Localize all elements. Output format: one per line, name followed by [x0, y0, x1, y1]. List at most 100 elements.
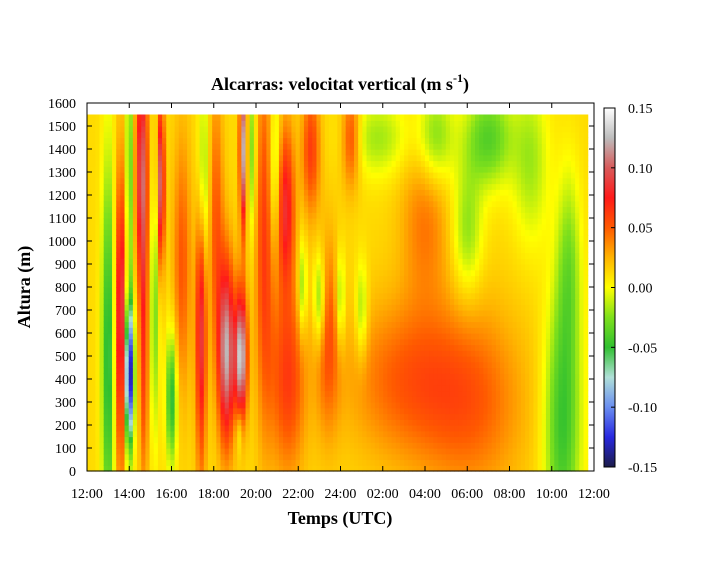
heatmap-cell [145, 114, 151, 121]
heatmap-cell [291, 166, 297, 173]
heatmap-cell [237, 252, 242, 259]
heatmap-cell [291, 269, 297, 277]
heatmap-cell [349, 223, 355, 231]
heatmap-cell [220, 189, 226, 196]
heatmap-cell [399, 172, 405, 179]
heatmap-cell [228, 465, 234, 472]
heatmap-cell [295, 183, 301, 190]
heatmap-cell [358, 287, 363, 294]
heatmap-cell [379, 430, 384, 438]
heatmap-cell [320, 321, 326, 328]
heatmap-cell [266, 390, 272, 397]
heatmap-cell [120, 275, 126, 282]
heatmap-cell [379, 218, 384, 225]
heatmap-cell [420, 367, 426, 374]
heatmap-cell [270, 384, 276, 392]
heatmap-cell [328, 384, 334, 392]
heatmap-cell [299, 373, 305, 380]
heatmap-cell [370, 338, 376, 346]
heatmap-cell [374, 384, 380, 392]
heatmap-cell [195, 367, 201, 374]
heatmap-cell [216, 333, 222, 340]
heatmap-cell [224, 258, 230, 265]
heatmap-cell [174, 459, 180, 466]
heatmap-cell [203, 430, 209, 438]
heatmap-cell [287, 200, 293, 208]
heatmap-cell [328, 292, 334, 300]
heatmap-cell [162, 425, 167, 432]
heatmap-cell [103, 344, 109, 351]
heatmap-cell [291, 281, 297, 288]
heatmap-cell [112, 453, 117, 461]
heatmap-cell [412, 177, 418, 185]
heatmap-cell [320, 131, 326, 139]
heatmap-cell [387, 298, 393, 305]
heatmap-cell [191, 356, 197, 363]
heatmap-cell [249, 218, 255, 225]
heatmap-cell [308, 396, 313, 403]
heatmap-cell [128, 160, 134, 167]
heatmap-cell [358, 154, 363, 162]
heatmap-cell [107, 430, 113, 438]
heatmap-cell [366, 149, 372, 156]
heatmap-cell [274, 246, 280, 254]
heatmap-cell [141, 379, 147, 386]
heatmap-cell [358, 258, 363, 265]
heatmap-cell [141, 361, 147, 369]
heatmap-cell [262, 126, 267, 133]
heatmap-cell [228, 114, 234, 121]
heatmap-cell [178, 218, 184, 225]
heatmap-cell [187, 384, 192, 392]
heatmap-cell [420, 310, 426, 317]
heatmap-cell [237, 143, 242, 150]
heatmap-cell [320, 223, 326, 231]
heatmap-cell [187, 264, 192, 271]
heatmap-cell [95, 172, 101, 179]
heatmap-cell [262, 166, 267, 173]
heatmap-cell [320, 413, 326, 420]
heatmap-cell [395, 235, 401, 242]
heatmap-cell [224, 453, 230, 461]
heatmap-cell [107, 120, 113, 127]
heatmap-cell [95, 275, 101, 282]
heatmap-cell [95, 154, 101, 162]
heatmap-cell [91, 281, 96, 288]
heatmap-cell [374, 436, 380, 443]
heatmap-cell [128, 166, 134, 173]
heatmap-cell [391, 258, 397, 265]
heatmap-cell [228, 149, 234, 156]
heatmap-cell [270, 269, 276, 277]
heatmap-cell [249, 154, 255, 162]
heatmap-cell [182, 321, 188, 328]
heatmap-cell [349, 356, 355, 363]
heatmap-cell [303, 338, 309, 346]
heatmap-cell [274, 321, 280, 328]
heatmap-cell [262, 120, 267, 127]
heatmap-cell [395, 218, 401, 225]
heatmap-cell [370, 195, 376, 202]
heatmap-cell [145, 379, 151, 386]
heatmap-cell [220, 344, 226, 351]
heatmap-cell [166, 120, 172, 127]
heatmap-cell [291, 298, 297, 305]
heatmap-cell [220, 143, 226, 150]
heatmap-cell [107, 315, 113, 323]
heatmap-cell [157, 120, 163, 127]
heatmap-cell [224, 154, 230, 162]
heatmap-cell [103, 436, 109, 443]
heatmap-cell [137, 223, 142, 231]
heatmap-cell [328, 235, 334, 242]
heatmap-cell [328, 246, 334, 254]
heatmap-cell [203, 402, 209, 409]
heatmap-cell [203, 154, 209, 162]
heatmap-cell [220, 453, 226, 461]
heatmap-cell [320, 338, 326, 346]
heatmap-cell [228, 160, 234, 167]
heatmap-cell [387, 321, 393, 328]
heatmap-cell [324, 327, 330, 334]
heatmap-cell [120, 298, 126, 305]
heatmap-cell [362, 436, 368, 443]
heatmap-cell [228, 333, 234, 340]
heatmap-cell [391, 264, 397, 271]
heatmap-cell [103, 281, 109, 288]
